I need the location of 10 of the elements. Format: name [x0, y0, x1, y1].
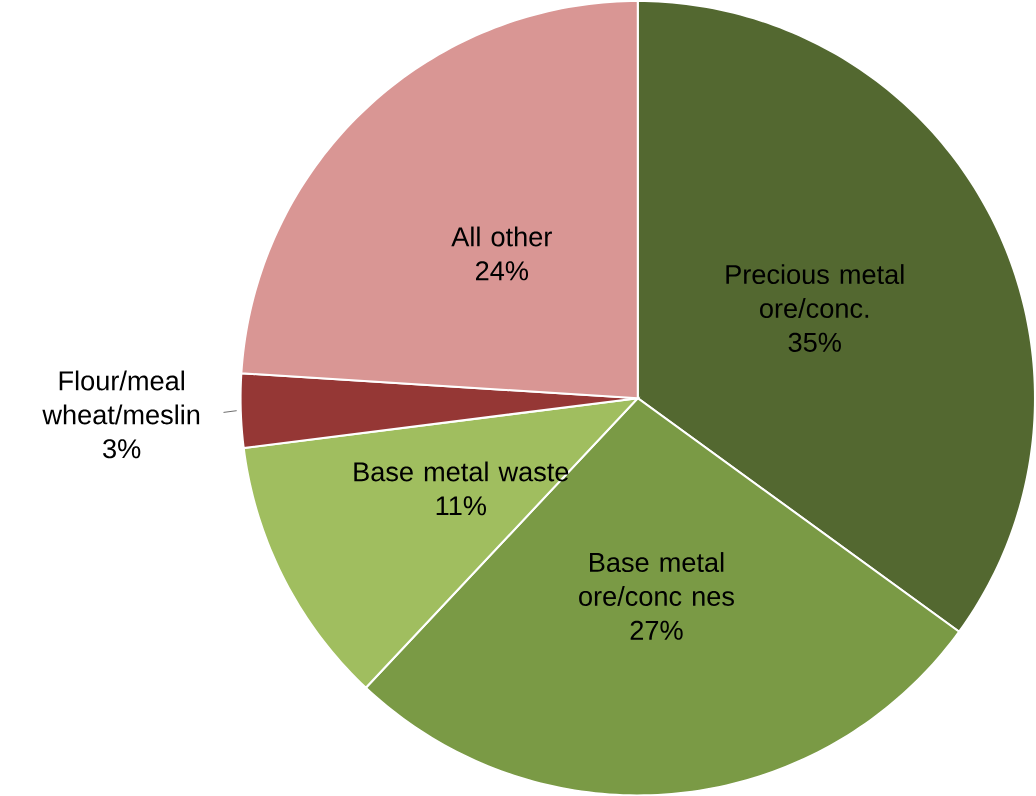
data-label: 27%	[630, 620, 683, 640]
data-label: 3%	[103, 438, 141, 459]
data-label: 35%	[788, 332, 841, 352]
slice-label: Base metal waste	[354, 461, 569, 482]
data-label: 11%	[436, 496, 486, 516]
slice-label: Base metal ore/conc nes	[579, 551, 734, 606]
slice-label: Flour/meal wheat/meslin	[42, 370, 200, 425]
slice-label: Precious metal ore/conc.	[726, 263, 904, 318]
slice-label: All other	[451, 226, 552, 247]
data-label: 24%	[476, 261, 529, 281]
